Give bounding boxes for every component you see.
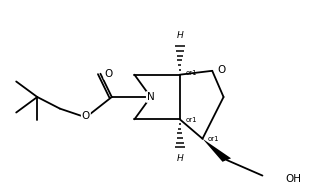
Text: OH: OH xyxy=(285,174,301,184)
Text: N: N xyxy=(147,92,155,102)
Text: or1: or1 xyxy=(185,70,197,76)
Polygon shape xyxy=(202,139,231,162)
Text: or1: or1 xyxy=(185,117,197,123)
Text: H: H xyxy=(177,31,183,40)
Text: O: O xyxy=(217,65,226,75)
Text: H: H xyxy=(177,154,183,163)
Text: or1: or1 xyxy=(207,136,219,142)
Text: O: O xyxy=(82,111,90,121)
Text: O: O xyxy=(104,69,113,79)
